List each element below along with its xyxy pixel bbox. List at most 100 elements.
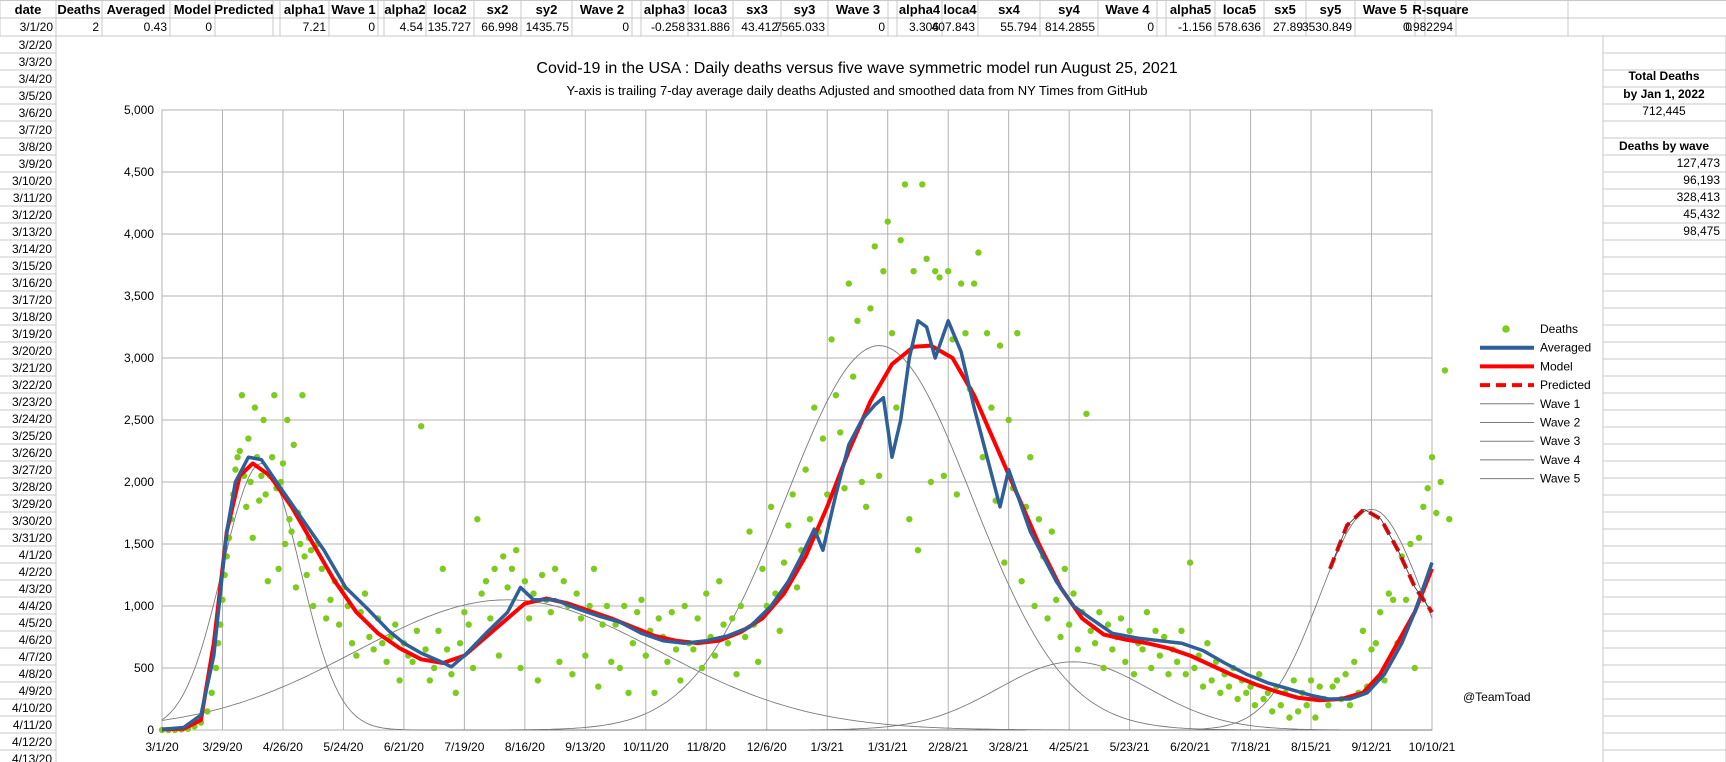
death-point <box>370 646 377 653</box>
death-point <box>785 522 792 529</box>
death-point <box>268 454 276 461</box>
date-cell: 3/7/20 <box>19 123 53 137</box>
death-point <box>383 658 390 665</box>
death-point <box>1186 559 1194 566</box>
date-cell: 3/6/20 <box>19 106 53 120</box>
death-point <box>430 664 438 672</box>
x-tick-label: 1/3/21 <box>811 740 845 754</box>
header-cell: Averaged <box>107 2 166 17</box>
legend-item: Wave 4 <box>1480 453 1581 467</box>
death-point <box>208 689 215 696</box>
death-point <box>303 571 310 579</box>
death-point <box>944 268 952 275</box>
death-point <box>577 615 585 622</box>
death-point <box>690 646 697 653</box>
death-point <box>1100 664 1107 672</box>
death-point <box>754 658 762 665</box>
death-point <box>1389 596 1397 603</box>
death-point <box>724 640 732 647</box>
death-point <box>508 565 516 572</box>
legend-label: Deaths <box>1540 322 1578 336</box>
death-point <box>281 540 289 548</box>
death-point <box>875 472 883 479</box>
death-point <box>495 652 503 659</box>
x-tick-label: 3/1/20 <box>145 740 179 754</box>
date-cell: 4/4/20 <box>19 599 53 613</box>
death-point <box>1402 596 1410 603</box>
death-point <box>595 683 602 690</box>
header-cell: date <box>15 2 42 17</box>
data-cell: 1435.75 <box>526 20 570 34</box>
legend-item: Deaths <box>1502 322 1578 336</box>
death-point <box>409 658 416 665</box>
death-point <box>1061 565 1069 572</box>
date-cell: 3/20/20 <box>12 344 52 358</box>
legend-item: Predicted <box>1480 378 1591 392</box>
death-point <box>271 392 278 399</box>
data-cell: 0 <box>878 20 885 34</box>
chart-title: Covid-19 in the USA : Daily deaths versu… <box>536 60 1177 77</box>
death-point <box>819 435 827 442</box>
data-cell: 331.886 <box>687 20 731 34</box>
death-point <box>297 540 304 548</box>
death-point <box>417 423 425 430</box>
data-cell: 27.89 <box>1273 20 1303 34</box>
death-point <box>245 435 252 442</box>
death-point <box>888 330 896 337</box>
death-point <box>1277 702 1285 709</box>
death-point <box>318 565 326 572</box>
data-cell: 66.998 <box>481 20 518 34</box>
wave-curve <box>810 661 1432 731</box>
death-point <box>573 590 580 597</box>
death-point <box>1329 683 1336 690</box>
death-point <box>547 609 554 616</box>
y-tick-label: 3,500 <box>124 289 154 303</box>
legend-marker <box>1502 325 1510 333</box>
chart-subtitle: Y-axis is trailing 7-day average daily d… <box>567 83 1148 98</box>
date-cell: 3/5/20 <box>19 89 53 103</box>
death-point <box>638 596 645 603</box>
death-point <box>862 503 870 510</box>
death-point <box>1126 627 1133 634</box>
date-cell: 3/30/20 <box>12 514 52 528</box>
death-point <box>262 491 269 498</box>
data-cell: -0.258 <box>651 20 685 34</box>
death-point <box>461 609 468 616</box>
legend-item: Averaged <box>1480 341 1591 355</box>
death-point <box>353 652 360 659</box>
date-cell: 4/3/20 <box>19 582 53 596</box>
data-cell: 578.636 <box>1218 20 1262 34</box>
wave-curves <box>161 345 1433 731</box>
death-point <box>1160 633 1168 641</box>
legend-label: Model <box>1540 359 1573 373</box>
death-point <box>694 615 701 622</box>
death-point <box>1424 485 1431 492</box>
x-tick-label: 8/15/21 <box>1291 740 1331 754</box>
death-point <box>880 268 887 275</box>
y-tick-label: 0 <box>147 723 154 737</box>
death-point <box>625 689 632 696</box>
y-tick-label: 5,000 <box>124 103 154 117</box>
death-point <box>422 646 429 653</box>
data-cell: 0 <box>1405 20 1412 34</box>
death-point <box>556 658 563 665</box>
death-point <box>1139 646 1146 653</box>
death-point <box>1117 615 1125 622</box>
legend-item: Model <box>1480 359 1573 373</box>
death-point <box>309 602 317 610</box>
death-point <box>677 677 684 684</box>
totals-panel: Total Deaths by Jan 1, 2022 712,445 Deaths … <box>1619 69 1720 238</box>
date-cell: 4/7/20 <box>19 650 53 664</box>
y-tick-label: 1,500 <box>124 537 154 551</box>
death-point <box>286 516 293 523</box>
data-cell: 0.982294 <box>1403 20 1453 34</box>
y-tick-label: 3,000 <box>124 351 154 365</box>
death-point <box>232 466 239 473</box>
date-cell: 3/14/20 <box>12 242 52 256</box>
death-point <box>392 621 399 628</box>
date-cell: 4/5/20 <box>19 616 53 630</box>
data-cell: 3/1/20 <box>20 20 54 34</box>
death-point <box>307 547 315 554</box>
